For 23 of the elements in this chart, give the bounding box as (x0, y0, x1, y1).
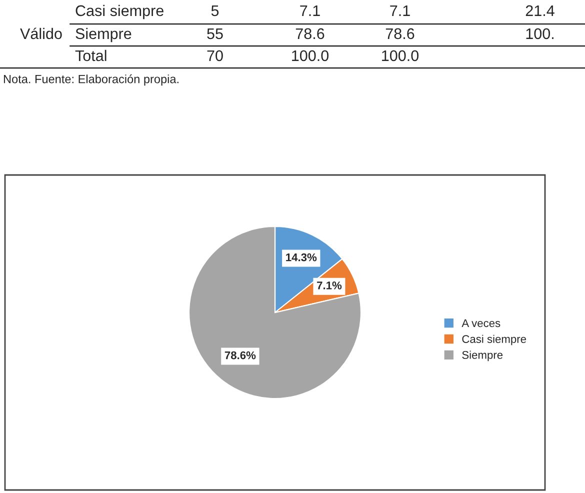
pie-slice (188, 226, 362, 400)
text: Válido (20, 28, 62, 40)
text: 100. (526, 28, 554, 40)
text: 5 (211, 5, 219, 16)
data-label: 14.3% (286, 253, 317, 262)
text: 55 (207, 28, 223, 40)
text: 100.0 (382, 50, 419, 62)
text: 21.4 (526, 5, 554, 16)
text: Siempre (76, 28, 132, 42)
text: 78.6 (296, 28, 324, 40)
legend-label: A veces (462, 319, 500, 328)
text: 7.1 (390, 5, 410, 16)
text: Nota. Fuente: Elaboración propia. (4, 74, 178, 86)
text: 78.6 (386, 28, 414, 40)
legend-label: Casi siempre (462, 334, 526, 346)
data-label: 7.1% (317, 282, 342, 290)
text: 7.1 (300, 5, 320, 16)
text: 70 (207, 50, 223, 62)
text: 100.0 (292, 50, 329, 62)
data-label: 78.6% (224, 351, 256, 360)
text: Total (75, 50, 106, 62)
legend-label: Siempre (462, 350, 503, 362)
text: Casi siempre (76, 4, 164, 20)
